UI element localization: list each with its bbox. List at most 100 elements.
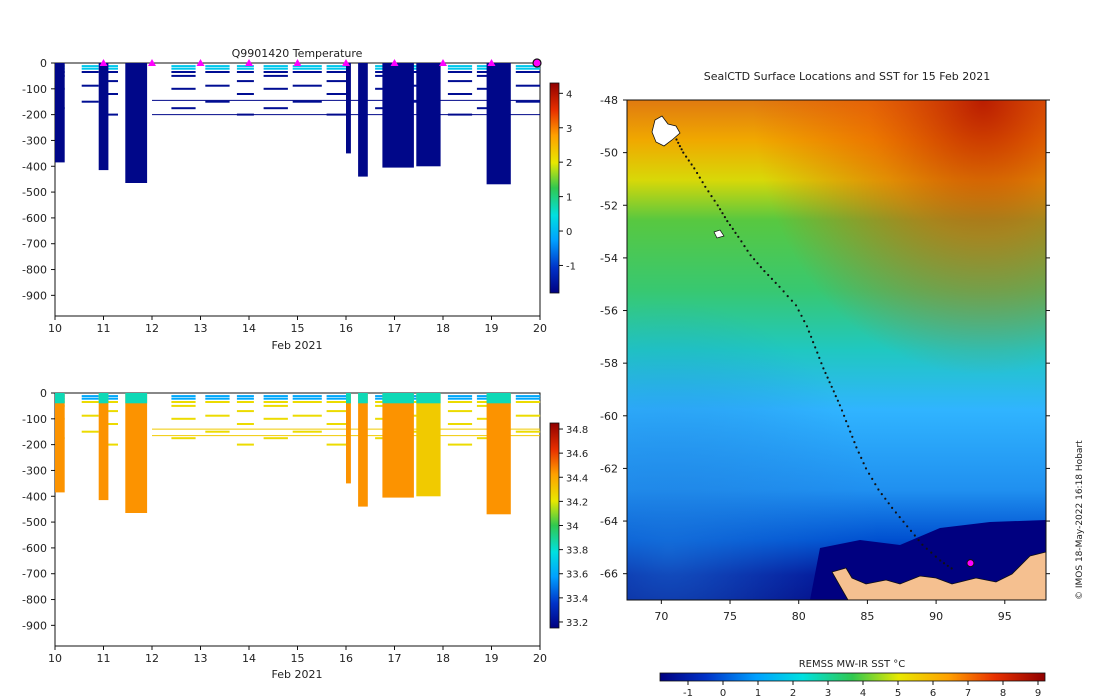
track-point <box>807 330 811 333</box>
track-point <box>864 467 868 470</box>
p2-cast-surface <box>98 393 109 404</box>
p2-profile-layer <box>81 397 99 400</box>
p1-xtick-label: 10 <box>48 322 62 335</box>
sst-colorbar-tick-label: 1 <box>755 688 761 699</box>
track-point <box>704 185 707 188</box>
p2-profile-layer <box>447 443 473 446</box>
p1-profile-layer <box>105 71 118 73</box>
surfacing-marker <box>439 59 447 66</box>
p2-cast-surface <box>358 393 368 404</box>
track-point <box>871 477 874 480</box>
colorbar-tick-label: 34.6 <box>566 449 588 460</box>
p1-xtick-label: 17 <box>388 322 402 335</box>
p2-cast <box>55 393 65 493</box>
salinity-colorbar <box>549 422 560 629</box>
track-point <box>790 299 794 302</box>
temperature-section-panel: Q9901420 Temperature 10 11 12 13 14 15 16 17 18 1… <box>22 47 576 352</box>
map-xtick-label: 80 <box>792 610 806 623</box>
colorbar-tick-label: 33.8 <box>566 546 588 557</box>
p2-profile-layer <box>81 401 99 403</box>
surfacing-marker <box>196 59 205 66</box>
map-xtick-label: 95 <box>998 610 1012 623</box>
track-point <box>770 277 774 280</box>
track-point <box>824 371 827 375</box>
p1-profile-layer <box>171 67 196 70</box>
p1-profile-layer <box>292 71 322 73</box>
track-point <box>822 367 825 370</box>
colorbar-tick-label: 33.6 <box>566 570 588 581</box>
p1-profile-layer <box>105 113 118 116</box>
p2-xtick-label: 15 <box>291 652 305 665</box>
map-xtick-label: 90 <box>929 610 943 623</box>
p2-profile-layer <box>105 423 118 425</box>
p2-cast <box>486 393 511 515</box>
track-point <box>731 227 734 230</box>
heard-island <box>713 229 725 239</box>
p1-xtick-label: 11 <box>97 322 111 335</box>
p1-cast <box>98 63 109 171</box>
map-frame <box>626 99 1047 601</box>
p1-profile-layer <box>292 65 322 68</box>
track-point <box>696 171 699 175</box>
p1-profile-layer <box>105 67 118 70</box>
map-ytick-label: -56 <box>600 305 618 318</box>
p2-profile-layer <box>263 395 288 398</box>
p2-profile-layer <box>205 401 230 403</box>
track-point <box>887 502 890 505</box>
p2-profile-layer <box>205 430 230 433</box>
track-point <box>851 435 854 438</box>
track-point <box>734 231 737 234</box>
p1-ytick-label: -900 <box>22 289 47 302</box>
track-point <box>853 441 856 444</box>
colorbar-tick-label: 34 <box>566 522 579 533</box>
p2-profile-layer <box>326 443 346 446</box>
p1-ytick-label: -700 <box>22 238 47 251</box>
p1-ytick-label: -100 <box>22 83 47 96</box>
p2-ytick-label: -800 <box>22 594 47 607</box>
colorbar-tick-label: 1 <box>566 193 572 204</box>
p1-profile-layer <box>81 65 99 68</box>
track-point <box>716 204 719 207</box>
surfacing-marker <box>293 59 302 66</box>
sst-colorbar-tick-label: 7 <box>965 688 971 699</box>
surfacing-marker <box>487 59 496 66</box>
p2-profile-layer <box>326 397 346 400</box>
track-point <box>774 281 777 284</box>
sst-colorbar-tick-label: 6 <box>930 688 936 699</box>
p1-profile-layer <box>81 71 99 73</box>
sst-colorbar-tick-label: 5 <box>895 688 901 699</box>
track-point <box>678 145 682 148</box>
p2-profile-layer <box>236 401 254 403</box>
p1-cast <box>55 63 65 163</box>
p2-profile-layer <box>515 397 541 400</box>
track-point <box>746 249 749 252</box>
track-point <box>877 488 880 491</box>
p2-profile-layer <box>171 397 196 400</box>
sst-colorbar-tick-label: 3 <box>825 688 831 699</box>
track-point <box>680 148 683 151</box>
p1-profile-layer <box>326 67 346 70</box>
p1-profile-layer <box>292 84 322 87</box>
p1-xtick-label: 18 <box>436 322 450 335</box>
track-point <box>902 520 905 523</box>
track-point <box>719 208 722 211</box>
p2-profile-layer <box>326 395 346 398</box>
track-point <box>737 235 740 238</box>
p1-profile-layer <box>515 84 541 87</box>
track-point <box>756 262 759 265</box>
sst-colorbar <box>659 672 1046 682</box>
p2-profile-layer <box>171 437 196 440</box>
track-point <box>690 163 693 166</box>
p2-profile-layer <box>236 395 254 398</box>
colorbar-tick-label: 34.2 <box>566 497 588 508</box>
p1-ytick-label: -800 <box>22 264 47 277</box>
p1-profile-layer <box>263 74 288 77</box>
track-point <box>728 223 732 227</box>
track-point <box>906 525 909 528</box>
p2-profile-layer <box>81 430 99 433</box>
p1-cast <box>416 63 441 167</box>
map-xtick-label: 85 <box>860 610 874 623</box>
sst-colorbar-tick-label: 0 <box>720 688 726 699</box>
p1-profile-layer <box>171 87 196 90</box>
p1-profile-layer <box>447 80 473 83</box>
